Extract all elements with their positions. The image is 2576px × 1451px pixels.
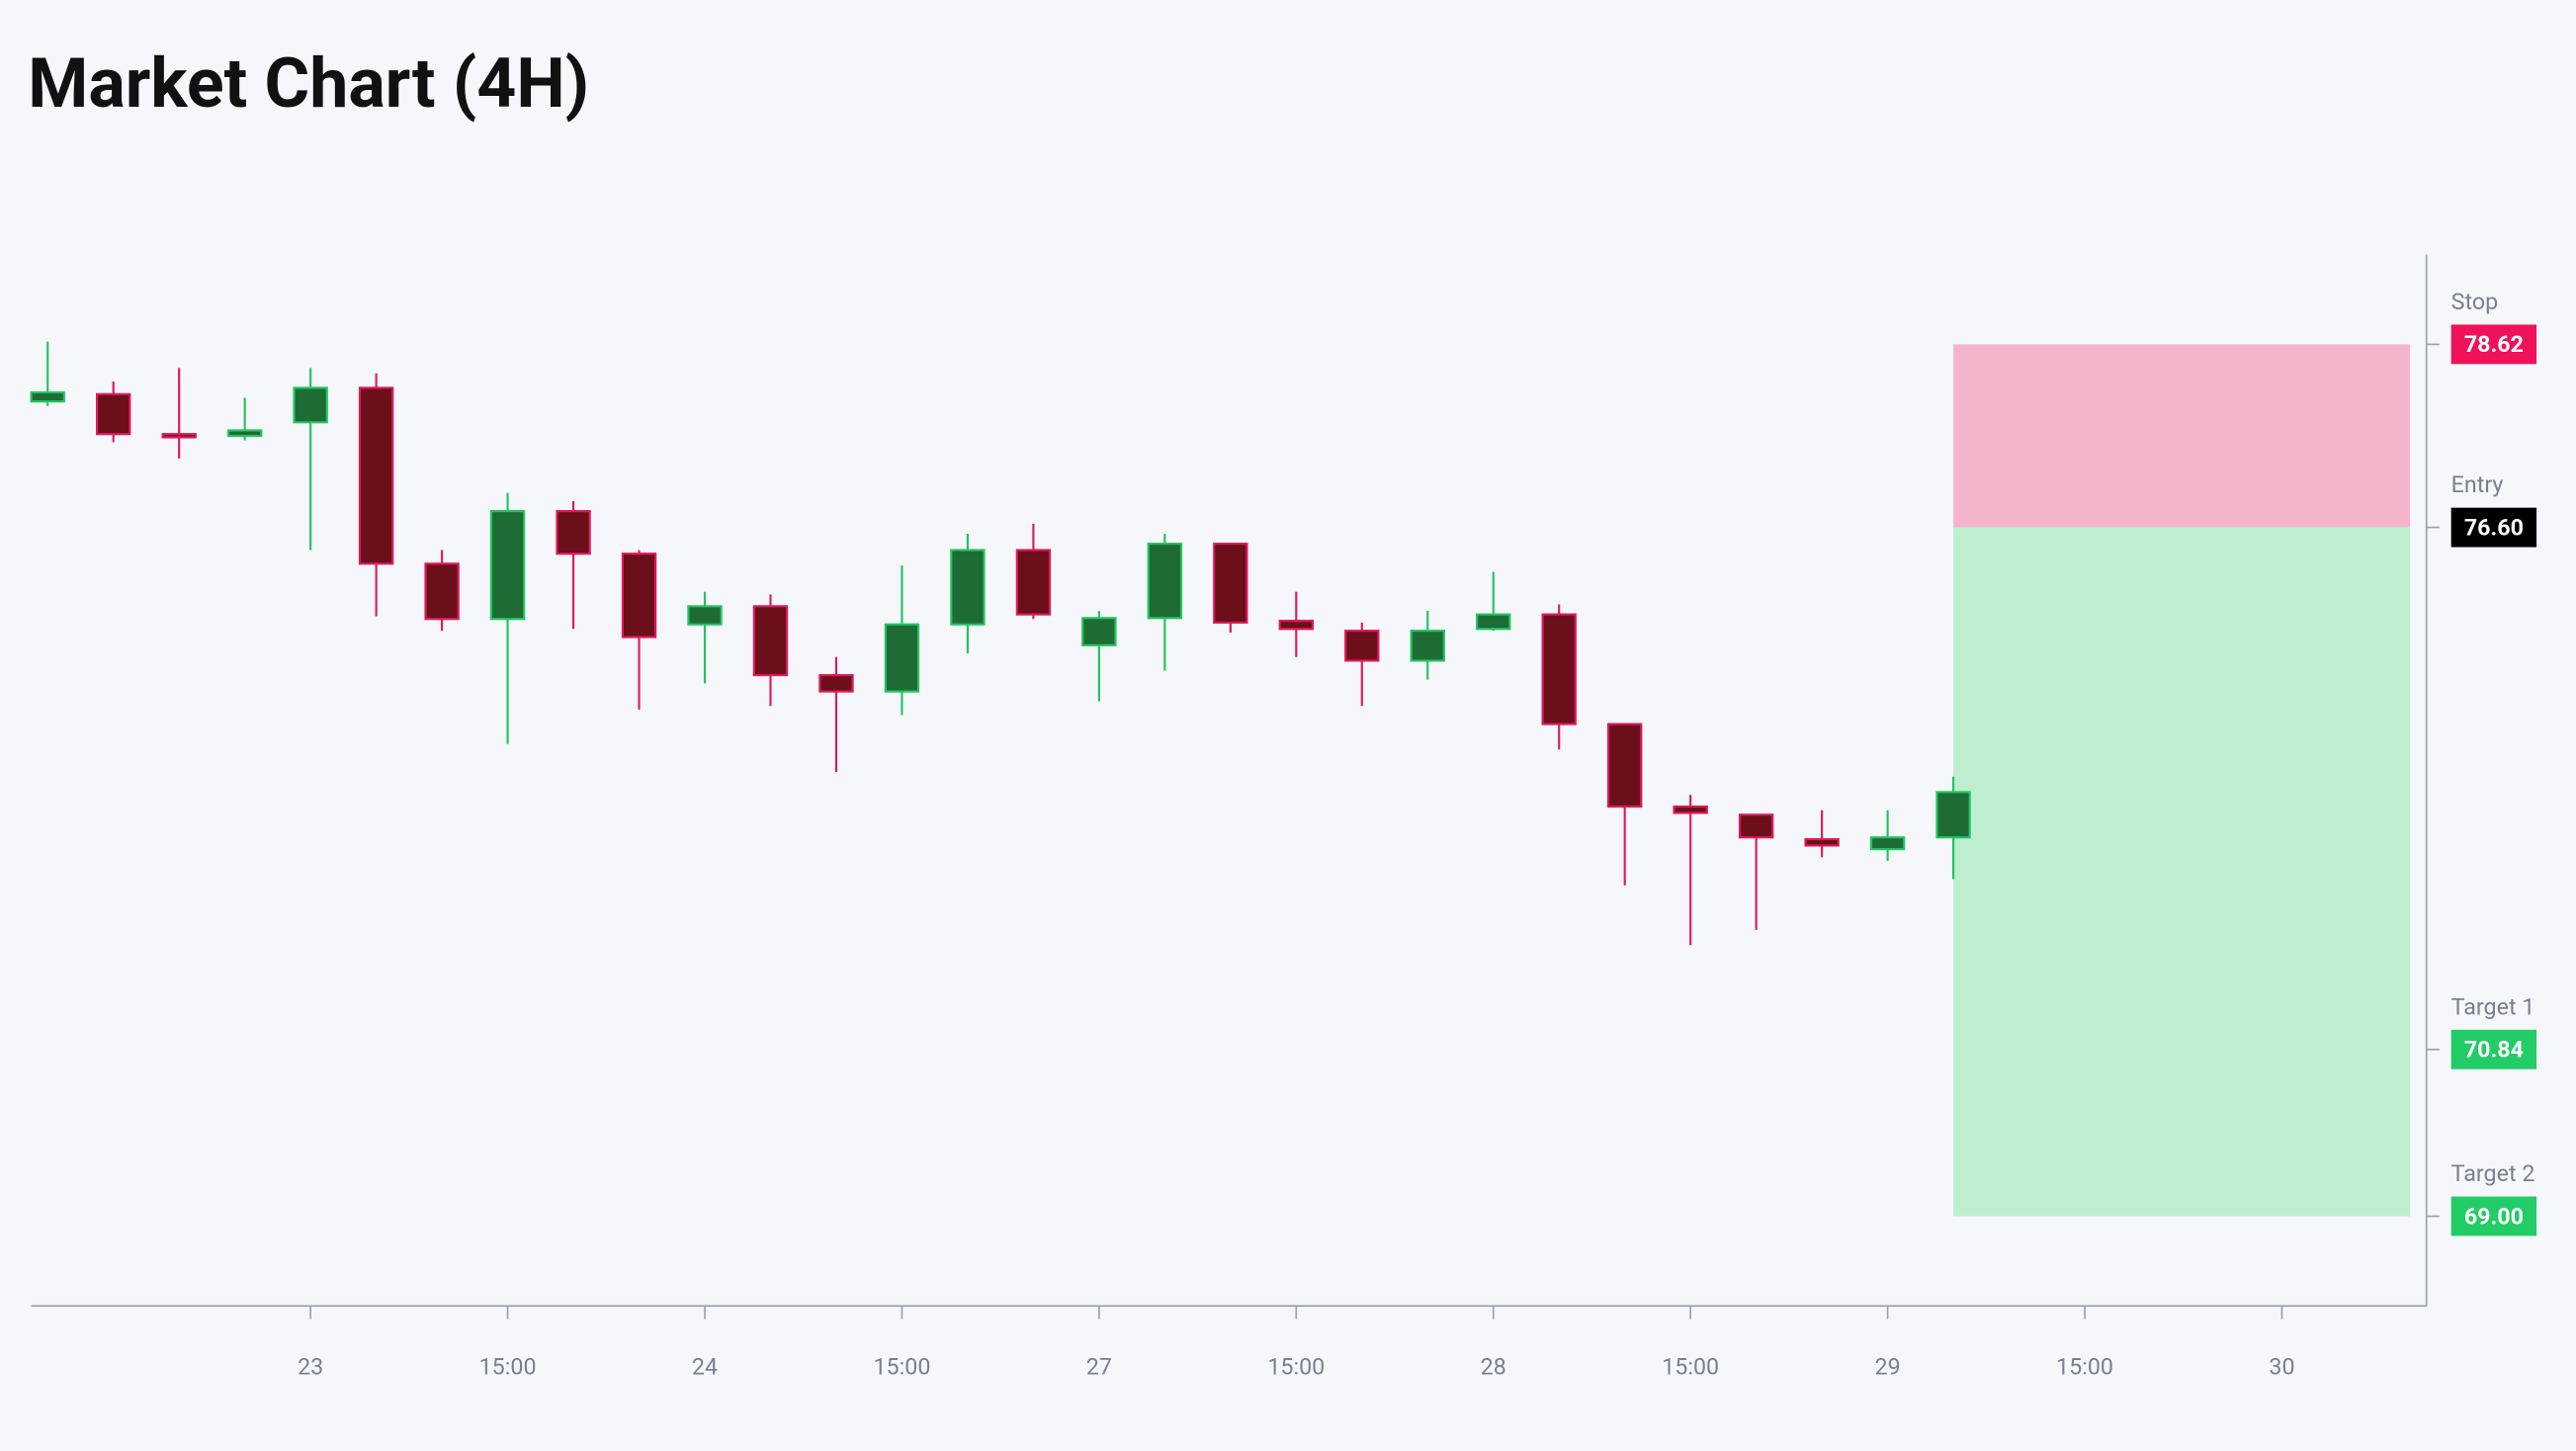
candle-body [1541, 613, 1577, 726]
level-value: 78.62 [2464, 330, 2524, 358]
candle-body [1476, 613, 1511, 631]
candle-body [1738, 813, 1774, 839]
level-name: Target 1 [2451, 992, 2535, 1020]
x-tick-label: 27 [1086, 1353, 1112, 1381]
candle-body [1410, 630, 1445, 662]
candle-body [621, 553, 657, 639]
candle-body [950, 549, 986, 626]
x-tick-label: 29 [1875, 1353, 1901, 1381]
candle-body [1673, 805, 1708, 814]
candle-body [161, 433, 197, 439]
risk-zone [1953, 344, 2411, 528]
candle-body [752, 605, 789, 677]
candle-body [1935, 791, 1971, 839]
candle-body [1213, 543, 1248, 624]
reward-zone [1953, 527, 2411, 1217]
candle-body [1804, 837, 1840, 847]
x-tick-label: 15:00 [1662, 1353, 1719, 1381]
candle-body [1081, 617, 1117, 646]
candle-body [1147, 543, 1183, 620]
level-name: Stop [2451, 288, 2499, 315]
candle-body [226, 429, 263, 438]
level-badge [2450, 324, 2537, 365]
candle-body [293, 386, 328, 424]
candle-body [884, 623, 920, 693]
level-badge [2450, 507, 2537, 548]
candle-body [30, 390, 65, 403]
candle-body [1015, 549, 1052, 616]
level-badge [2450, 1029, 2537, 1069]
x-tick-label: 30 [2269, 1353, 2294, 1381]
level-name: Target 2 [2451, 1159, 2535, 1187]
level-value: 70.84 [2464, 1036, 2524, 1064]
candle-body [489, 510, 526, 621]
candle-body [818, 673, 854, 693]
level-value: 69.00 [2464, 1202, 2524, 1230]
x-tick-label: 15:00 [873, 1353, 930, 1381]
candle-body [424, 562, 460, 621]
candle-body [687, 605, 723, 626]
candle-body [96, 392, 131, 436]
chart-title: Market Chart (4H) [28, 43, 589, 125]
candle-body [1344, 630, 1380, 662]
candle-body [1278, 619, 1315, 631]
level-badge [2450, 1196, 2537, 1237]
x-tick-label: 15:00 [479, 1353, 537, 1381]
x-tick-label: 24 [692, 1353, 718, 1381]
level-name: Entry [2451, 470, 2504, 498]
candle-body [1606, 723, 1643, 809]
candle-body [1869, 836, 1906, 851]
level-value: 76.60 [2464, 513, 2524, 541]
x-tick-label: 15:00 [2056, 1353, 2113, 1381]
x-tick-label: 28 [1481, 1353, 1506, 1381]
x-tick-label: 23 [298, 1353, 323, 1381]
x-tick-label: 15:00 [1267, 1353, 1325, 1381]
candle-body [358, 386, 394, 565]
candle-body [556, 510, 591, 555]
